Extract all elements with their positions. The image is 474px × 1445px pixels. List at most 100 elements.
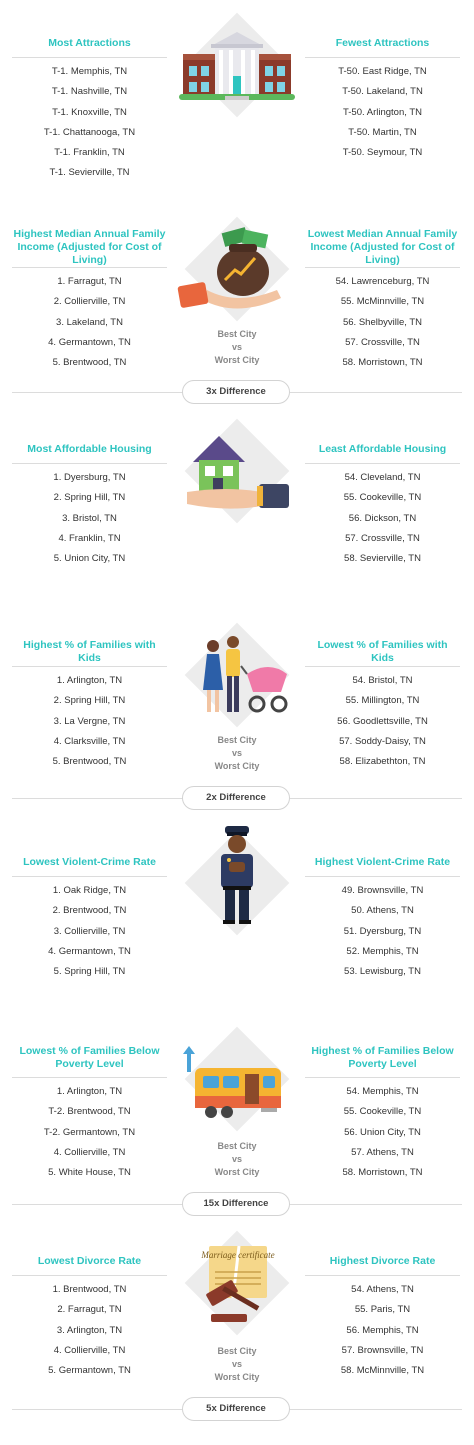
vs-label: vs	[231, 1154, 242, 1164]
divider	[305, 1077, 460, 1078]
list-item: T-1. Sevierville, TN	[49, 167, 130, 179]
left-list: 1. Oak Ridge, TN 2. Brentwood, TN 3. Col…	[12, 881, 167, 982]
list-item: 1. Dyersburg, TN	[53, 472, 126, 483]
worst-city-label: Worst City	[214, 761, 260, 771]
left-column: Most Affordable Housing 1. Dyersburg, TN…	[12, 440, 167, 569]
list-item: 1. Arlington, TN	[56, 1086, 123, 1097]
left-column: Lowest Divorce Rate 1. Brentwood, TN 2. …	[12, 1252, 167, 1381]
right-list: 54. Cleveland, TN 55. Cookeville, TN 56.…	[305, 468, 460, 569]
divider	[305, 666, 460, 667]
right-list: T-50. East Ridge, TN T-50. Lakeland, TN …	[305, 62, 460, 163]
divider	[305, 1275, 460, 1276]
list-item: 1. Arlington, TN	[56, 675, 123, 686]
left-title: Most Attractions	[48, 36, 131, 49]
right-list: 54. Memphis, TN 55. Cookeville, TN 56. U…	[305, 1082, 460, 1183]
list-item: 5. Spring Hill, TN	[53, 966, 126, 978]
list-item: 56. Dickson, TN	[348, 512, 417, 524]
list-item: 54. Athens, TN	[351, 1284, 414, 1295]
right-title: Highest Divorce Rate	[329, 1254, 436, 1267]
right-title: Fewest Attractions	[335, 36, 430, 49]
list-item: 56. Union City, TN	[344, 1126, 421, 1138]
illustration	[177, 822, 297, 936]
left-title: Most Affordable Housing	[27, 442, 152, 455]
right-column: Highest Divorce Rate 54. Athens, TN 55. …	[305, 1252, 460, 1381]
list-item: 54. Cleveland, TN	[344, 472, 421, 483]
list-item: 56. Memphis, TN	[346, 1324, 419, 1336]
gavel-certificate-icon: Marriage certificate	[200, 1245, 275, 1322]
list-item: 5. Union City, TN	[53, 553, 126, 565]
right-column: Fewest Attractions T-50. East Ridge, TN …	[305, 34, 460, 163]
right-column: Least Affordable Housing 54. Cleveland, …	[305, 440, 460, 569]
list-item: 58. Sevierville, TN	[344, 553, 421, 565]
difference-badge: 2x Difference	[182, 786, 290, 810]
list-item: 58. Elizabethton, TN	[339, 756, 426, 768]
left-column: Lowest % of Families Below Poverty Level…	[12, 1044, 167, 1183]
list-item: T-50. Seymour, TN	[342, 147, 423, 159]
difference-badge: 15x Difference	[182, 1192, 290, 1216]
illustration	[177, 12, 297, 118]
right-column: Highest Violent-Crime Rate 49. Brownsvil…	[305, 853, 460, 982]
left-title: Lowest Violent-Crime Rate	[23, 855, 156, 868]
right-title: Lowest Median Annual Family Income (Adju…	[307, 227, 458, 266]
list-item: 3. La Vergne, TN	[53, 715, 126, 727]
list-item: 50. Athens, TN	[351, 905, 414, 917]
list-item: 4. Germantown, TN	[48, 336, 131, 348]
divider	[12, 1275, 167, 1276]
list-item: T-50. Martin, TN	[348, 126, 417, 138]
right-title: Least Affordable Housing	[318, 442, 447, 455]
divider	[12, 267, 167, 268]
list-item: 57. Athens, TN	[351, 1146, 414, 1158]
list-item: T-2. Brentwood, TN	[48, 1106, 131, 1118]
right-column: Highest % of Families Below Poverty Leve…	[305, 1044, 460, 1183]
list-item: 55. Cookeville, TN	[343, 492, 422, 504]
list-item: 54. Bristol, TN	[352, 675, 413, 686]
vs-label: vs	[231, 1359, 242, 1369]
money-bag-hand-icon	[177, 227, 281, 309]
list-item: 1. Brentwood, TN	[52, 1284, 127, 1295]
list-item: 5. Germantown, TN	[48, 1365, 131, 1377]
list-item: 55. Cookeville, TN	[343, 1106, 422, 1118]
list-item: 54. Memphis, TN	[346, 1086, 419, 1097]
list-item: 57. Soddy-Daisy, TN	[339, 735, 426, 747]
left-list: T-1. Memphis, TN T-1. Nashville, TN T-1.…	[12, 62, 167, 184]
list-item: 57. Brownsville, TN	[341, 1344, 424, 1356]
left-list: 1. Farragut, TN 2. Collierville, TN 3. L…	[12, 272, 167, 373]
list-item: 58. Morristown, TN	[342, 357, 423, 369]
divider	[12, 1077, 167, 1078]
list-item: T-1. Nashville, TN	[51, 86, 128, 98]
left-column: Highest Median Annual Family Income (Adj…	[12, 228, 167, 373]
vs-label: vs	[231, 342, 242, 352]
list-item: 1. Oak Ridge, TN	[52, 885, 127, 896]
best-vs-worst: Best City vs Worst City	[177, 1345, 297, 1384]
right-list: 54. Bristol, TN 55. Millington, TN 56. G…	[305, 671, 460, 772]
list-item: T-50. Arlington, TN	[342, 106, 423, 118]
list-item: 4. Germantown, TN	[48, 945, 131, 957]
list-item: 5. Brentwood, TN	[52, 756, 127, 768]
list-item: 3. Bristol, TN	[62, 512, 117, 524]
best-city-label: Best City	[217, 1141, 257, 1151]
family-stroller-icon	[203, 636, 288, 713]
left-title: Highest % of Families with Kids	[23, 639, 156, 664]
left-column: Highest % of Families with Kids 1. Arlin…	[12, 639, 167, 772]
vs-label: vs	[231, 748, 242, 758]
list-item: T-50. East Ridge, TN	[338, 66, 427, 77]
certificate-text: Marriage certificate	[200, 1250, 274, 1260]
best-vs-worst: Best City vs Worst City	[177, 1140, 297, 1179]
right-title: Highest % of Families Below Poverty Leve…	[311, 1045, 454, 1070]
divider	[305, 57, 460, 58]
museum-building-icon	[179, 32, 295, 100]
left-list: 1. Dyersburg, TN 2. Spring Hill, TN 3. B…	[12, 468, 167, 569]
difference-badge: 3x Difference	[182, 380, 290, 404]
best-vs-worst: Best City vs Worst City	[177, 328, 297, 367]
right-list: 54. Lawrenceburg, TN 55. McMinnville, TN…	[305, 272, 460, 373]
illustration	[177, 622, 297, 728]
list-item: T-1. Knoxville, TN	[52, 106, 127, 118]
list-item: 3. Arlington, TN	[56, 1324, 123, 1336]
list-item: 5. Brentwood, TN	[52, 357, 127, 369]
illustration	[177, 418, 297, 524]
list-item: T-50. Lakeland, TN	[342, 86, 423, 98]
list-item: 56. Goodlettsville, TN	[337, 715, 428, 727]
list-item: 51. Dyersburg, TN	[343, 925, 422, 937]
right-title: Highest Violent-Crime Rate	[314, 855, 451, 868]
trailer-home-icon	[183, 1046, 281, 1118]
